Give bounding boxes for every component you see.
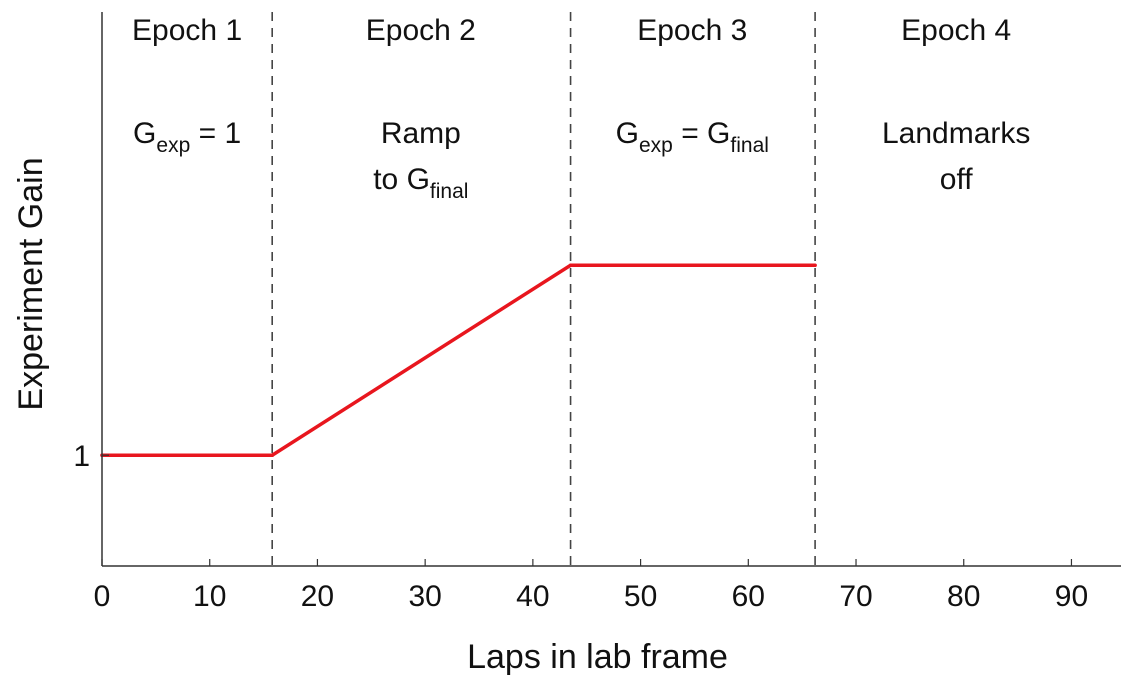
y-tick-label: 1 (73, 440, 90, 473)
description-text: to G (373, 163, 430, 196)
subscript: exp (156, 134, 190, 157)
epoch-title: Epoch 1 (132, 14, 242, 47)
description-text: Ramp (381, 117, 461, 150)
x-tick-label: 20 (301, 580, 334, 613)
subscript: final (730, 134, 769, 157)
x-tick-label: 0 (94, 580, 111, 613)
epoch-description: Landmarks (882, 117, 1030, 150)
axes: 0 10 20 30 40 50 60 70 80 90 1 (73, 12, 1121, 613)
x-tick-label: 60 (732, 580, 765, 613)
x-tick-label: 40 (516, 580, 549, 613)
x-tick-label: 70 (839, 580, 872, 613)
description-text: Landmarks (882, 117, 1030, 150)
epoch-dividers (271, 12, 816, 566)
description-text: G (616, 117, 639, 150)
epoch-description: Ramp (381, 117, 461, 150)
epoch-title: Epoch 4 (901, 14, 1011, 47)
epoch-description: to Gfinal​ (373, 163, 468, 203)
description-text: = 1 (190, 117, 241, 150)
gain-point (568, 263, 573, 268)
epoch-description: Gexp​ = 1 (133, 117, 241, 157)
gain-point (270, 453, 274, 458)
gain-point (813, 263, 817, 268)
description-text: = G (673, 117, 731, 150)
x-tick-label: 80 (947, 580, 980, 613)
y-axis-label: Experiment Gain (12, 157, 50, 410)
epoch-description: off (940, 163, 973, 196)
gain-series (100, 263, 817, 458)
x-tick-label: 50 (624, 580, 657, 613)
x-tick-label: 90 (1055, 580, 1088, 613)
x-tick-label: 30 (408, 580, 441, 613)
subscript: final (430, 180, 469, 203)
epoch-labels: Epoch 1 Gexp​ = 1 Epoch 2 Ramp to Gfinal​ Epo… (132, 14, 1030, 203)
epoch-title: Epoch 3 (637, 14, 747, 47)
epoch-description: Gexp​ = Gfinal​ (616, 117, 769, 157)
x-axis-label: Laps in lab frame (467, 638, 728, 676)
x-tick-label: 10 (193, 580, 226, 613)
description-text: off (940, 163, 973, 196)
gain-line (102, 263, 816, 457)
description-text: G (133, 117, 156, 150)
subscript: exp (639, 134, 673, 157)
epoch-title: Epoch 2 (366, 14, 476, 47)
